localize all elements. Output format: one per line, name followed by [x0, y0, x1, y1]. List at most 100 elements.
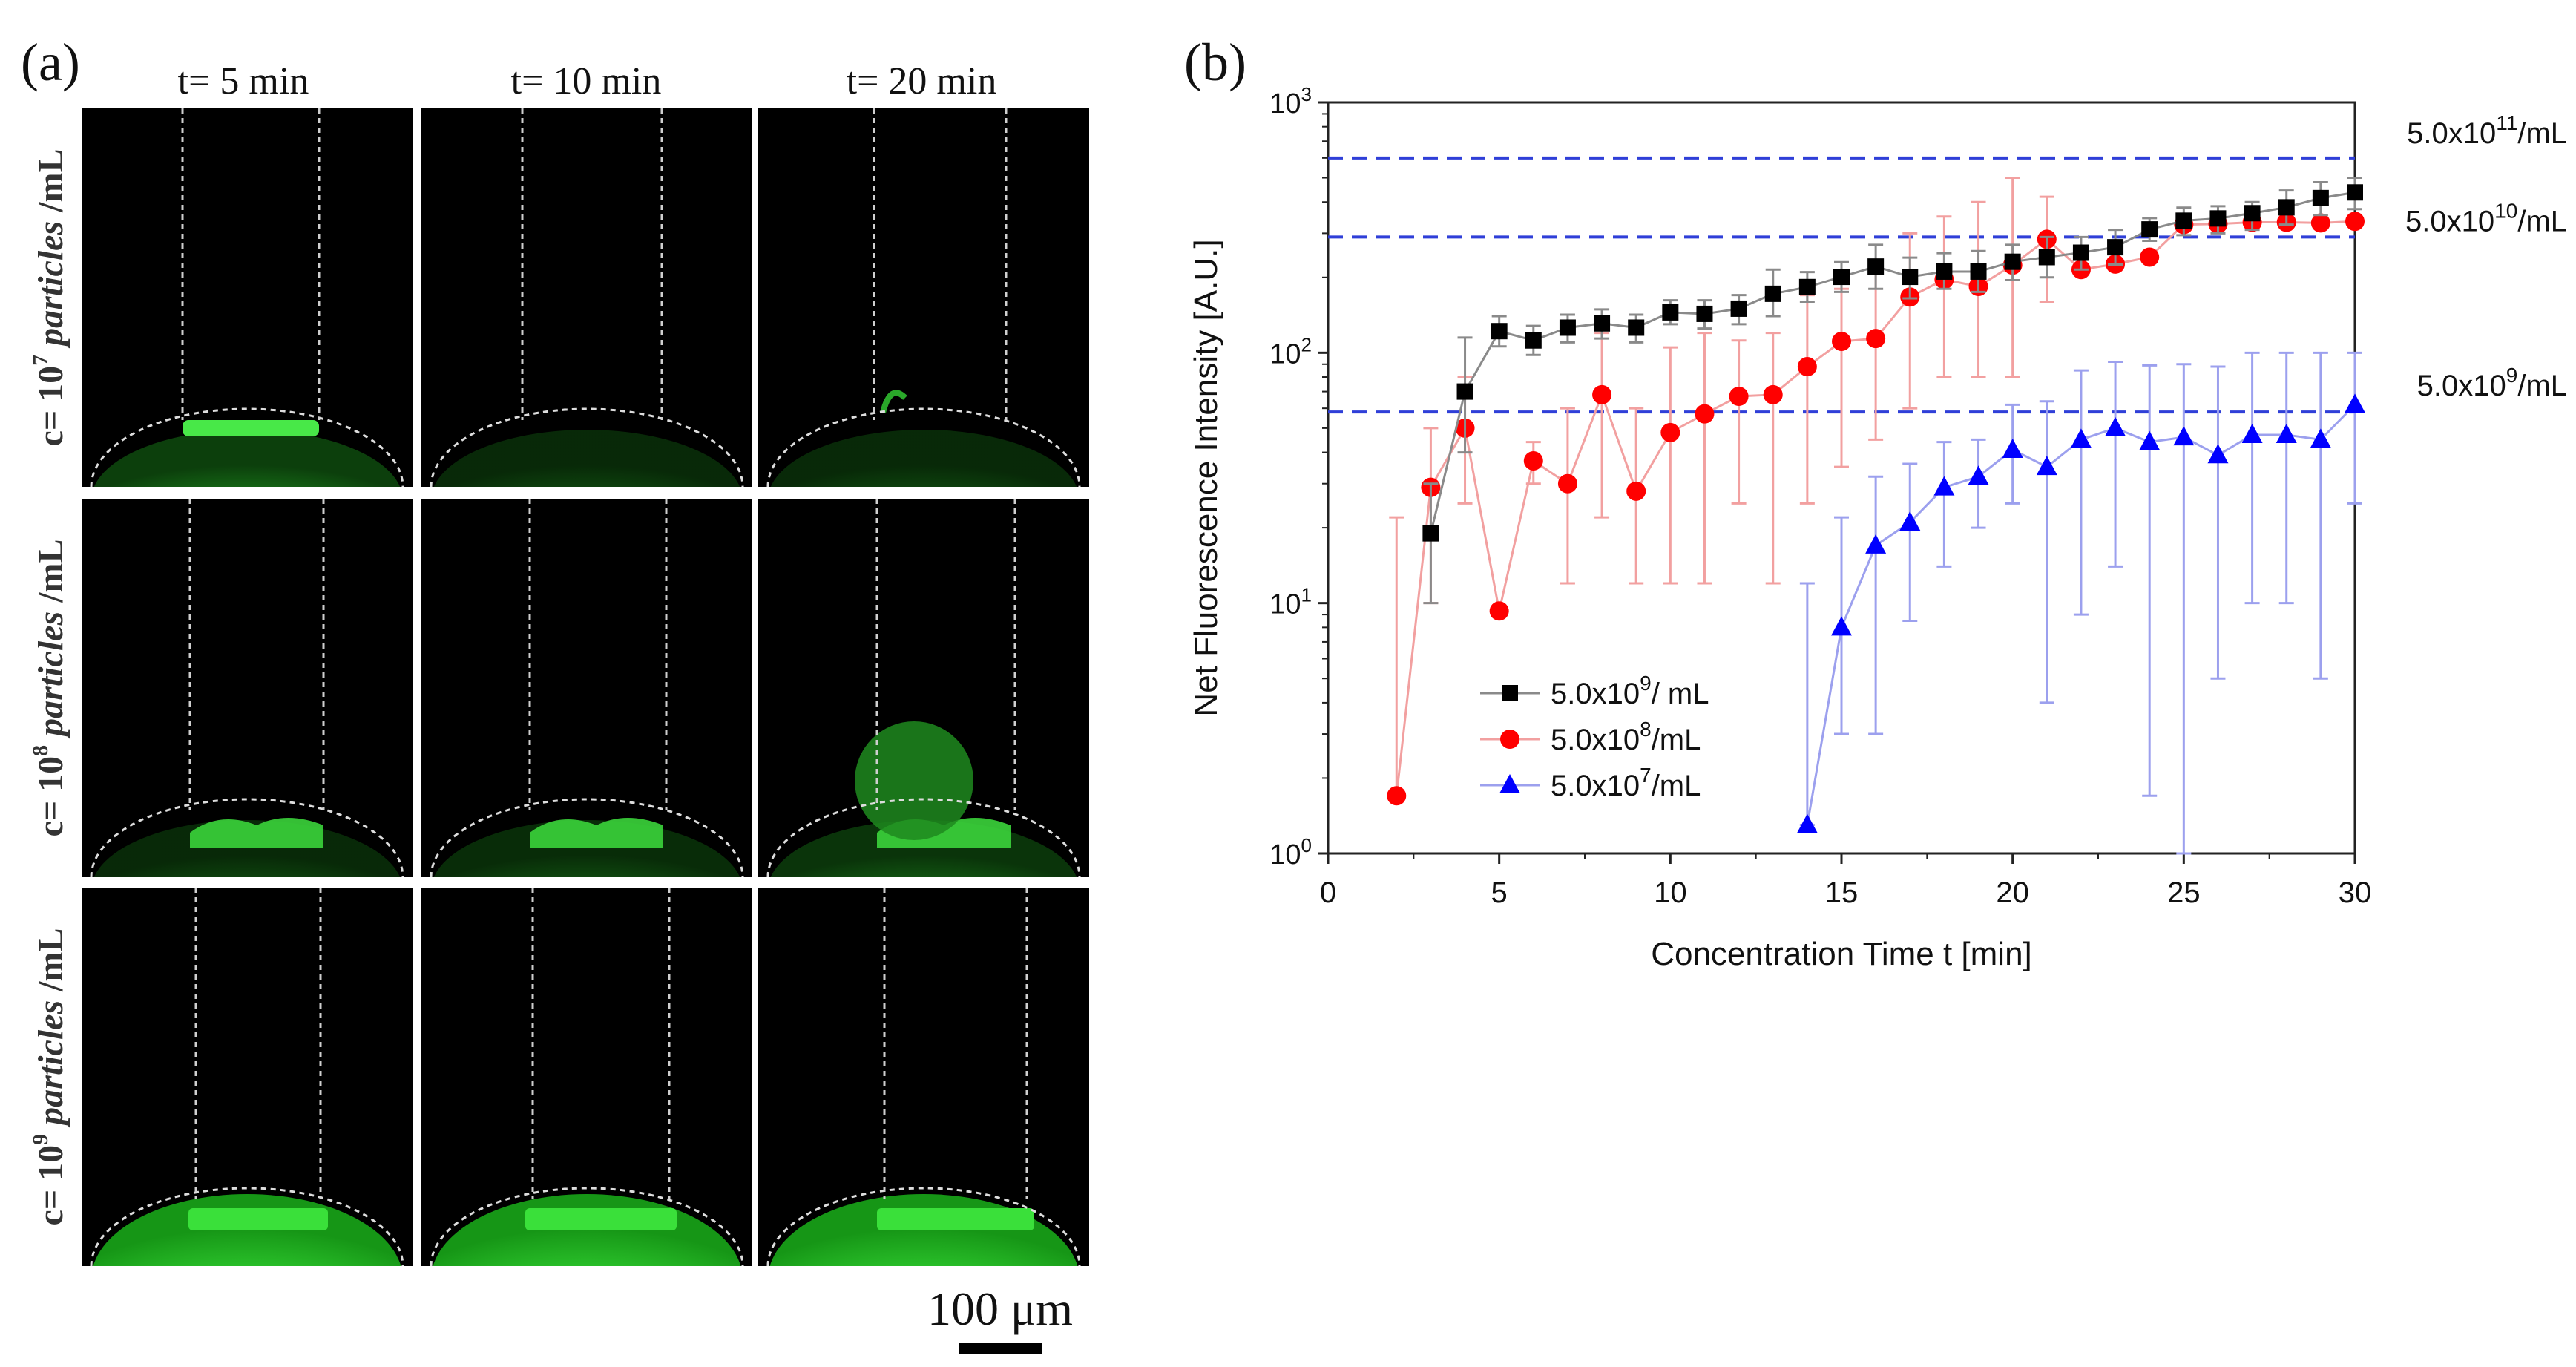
reference-label-base: 5.0x10 [2417, 370, 2506, 402]
legend-label-exponent: 7 [1640, 764, 1652, 787]
reference-line-label: 5.0x109/mL [2417, 364, 2567, 402]
x-tick-label: 0 [1320, 876, 1336, 909]
y-tick-label: 100 [1269, 834, 1312, 871]
micrograph-background [421, 108, 752, 487]
particle-cluster [530, 818, 663, 848]
legend-label-exponent: 9 [1640, 672, 1652, 695]
droplet-outline [430, 798, 744, 877]
micrograph-content [90, 888, 404, 1266]
y-tick-base: 10 [1269, 338, 1301, 370]
data-point-circle [1489, 601, 1509, 621]
x-tick-label: 10 [1654, 876, 1687, 909]
panel-a: (a) t= 5 min t= 10 min t= 20 min c= 107 pa… [21, 33, 1089, 1354]
droplet-outline [90, 798, 404, 877]
data-point-triangle [2310, 428, 2331, 448]
data-point-square [1525, 332, 1542, 349]
column-header: t= 10 min [511, 60, 662, 102]
legend-label-base: 5.0x10 [1551, 724, 1640, 756]
row-label-word: particles [31, 612, 70, 739]
micrograph-content [90, 499, 404, 877]
row-label-prefix: c= 10 [31, 1145, 70, 1226]
reference-label-exponent: 9 [2506, 364, 2518, 387]
particle-band [183, 420, 319, 436]
row-label-prefix: c= 10 [31, 756, 70, 837]
micrograph [82, 108, 413, 487]
row-label-prefix: c= 10 [31, 366, 70, 447]
series-square [1422, 177, 2363, 605]
data-point-square [1594, 315, 1611, 332]
reference-line-label: 5.0x1010/mL [2405, 199, 2567, 237]
data-point-square [1867, 258, 1885, 275]
reference-line-label: 5.0x1011/mL [2407, 111, 2567, 150]
micrograph-grid [82, 108, 1089, 1266]
y-tick-label: 102 [1269, 333, 1312, 370]
row-label-exponent: 7 [28, 355, 53, 366]
y-tick-base: 10 [1269, 839, 1301, 871]
legend-label: 5.0x108/mL [1551, 718, 1701, 756]
y-tick-base: 10 [1269, 589, 1301, 620]
particle-band [188, 1208, 328, 1230]
data-point-triangle [1933, 476, 1955, 496]
micrograph-content [766, 888, 1081, 1266]
data-point-circle [1763, 384, 1783, 404]
column-header: t= 5 min [178, 60, 309, 102]
data-point-triangle [1899, 511, 1921, 531]
droplet [93, 820, 401, 877]
data-point-circle [2345, 212, 2365, 232]
data-point-square [1502, 685, 1518, 701]
series-triangle [1796, 351, 2365, 855]
droplet-outline [90, 1187, 404, 1266]
data-point-square [1696, 305, 1713, 322]
scale-bar [959, 1343, 1042, 1354]
reference-label-base: 5.0x10 [2407, 117, 2496, 150]
y-tick-label: 103 [1269, 83, 1312, 119]
reference-label-unit: /mL [2517, 205, 2567, 237]
data-point-square [1764, 285, 1781, 302]
micrograph-background [82, 499, 413, 877]
micrograph [758, 499, 1089, 877]
data-point-square [1628, 319, 1645, 336]
y-tick-base: 10 [1269, 88, 1301, 119]
data-point-circle [1729, 387, 1749, 407]
data-point-square [2209, 210, 2227, 227]
data-point-triangle [1968, 465, 1989, 485]
data-point-square [2175, 212, 2192, 229]
data-point-square [2038, 249, 2055, 266]
row-label-unit: /mL [31, 928, 70, 1000]
data-point-circle [1387, 786, 1407, 806]
droplet-outline [766, 407, 1081, 487]
data-point-circle [1592, 384, 1612, 404]
micrograph-content [430, 499, 744, 877]
data-point-circle [2140, 247, 2160, 267]
y-axis-label: Net Fluorescence Intensity [A.U.] [1188, 239, 1224, 716]
row-label-space [31, 736, 70, 745]
droplet [93, 430, 401, 487]
meniscus-feature [880, 390, 907, 414]
droplet [433, 430, 740, 487]
micrograph [82, 499, 413, 877]
legend-label-exponent: 8 [1640, 718, 1652, 741]
data-point-circle [1797, 357, 1817, 377]
scale-bar-label: 100 μm [927, 1282, 1073, 1335]
micrograph [758, 108, 1089, 487]
data-point-square [2278, 199, 2295, 216]
data-point-circle [1557, 473, 1577, 494]
column-headers: t= 5 min t= 10 min t= 20 min [178, 60, 997, 102]
row-label: c= 109 particles /mL [28, 928, 70, 1226]
series-layer [1387, 177, 2365, 855]
row-label: c= 107 particles /mL [28, 149, 70, 447]
legend-label-base: 5.0x10 [1551, 770, 1640, 802]
y-tick-label: 101 [1269, 584, 1312, 620]
data-point-triangle [2276, 423, 2297, 443]
x-axis-label: Concentration Time t [min] [1651, 936, 2032, 972]
particle-cluster [190, 818, 323, 848]
data-point-circle [1500, 730, 1519, 749]
data-point-triangle [2002, 438, 2023, 458]
particle-band [877, 1208, 1034, 1230]
data-point-triangle [1796, 813, 1818, 833]
data-point-triangle [2105, 416, 2126, 436]
y-tick-exponent: 2 [1301, 333, 1312, 355]
legend-label-unit: /mL [1652, 724, 1701, 756]
series-line [1429, 191, 2356, 534]
